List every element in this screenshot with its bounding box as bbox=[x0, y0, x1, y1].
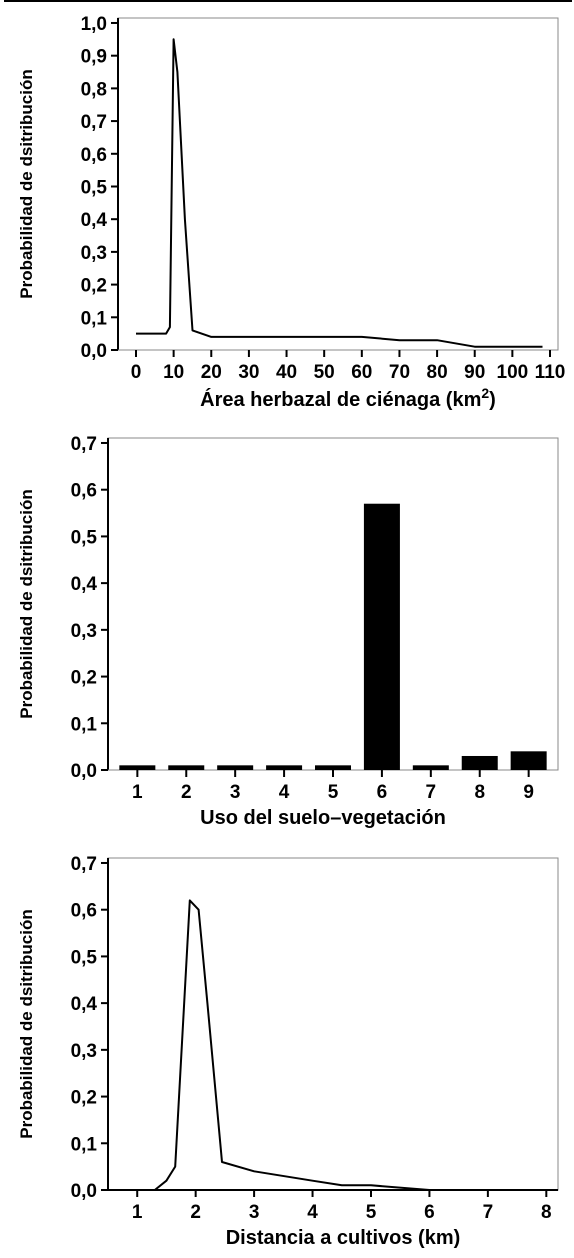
y-tick-label: 0,3 bbox=[71, 1041, 97, 1062]
y-tick-label: 0,5 bbox=[71, 527, 98, 548]
bar-1 bbox=[119, 765, 156, 770]
x-tick-label: 3 bbox=[249, 1202, 260, 1223]
x-tick-label: 4 bbox=[279, 782, 290, 803]
y-tick-label: 0,1 bbox=[81, 308, 108, 329]
y-tick-label: 0,6 bbox=[81, 145, 107, 166]
series-line bbox=[137, 899, 488, 1191]
x-tick-label: 70 bbox=[389, 362, 410, 383]
x-tick-label: 5 bbox=[328, 782, 339, 803]
chart-uso-suelo: 0,0 0,1 0,2 0,3 0,4 0,5 0,6 0,7 Probabilidad de … bbox=[17, 434, 559, 829]
y-tick-label: 0,3 bbox=[71, 621, 97, 642]
y-tick-label: 0,8 bbox=[81, 79, 107, 100]
y-tick-label: 0,0 bbox=[71, 1181, 97, 1202]
y-tick-label: 0,7 bbox=[81, 112, 107, 133]
plot-frame bbox=[107, 857, 559, 1191]
y-tick-label: 0,4 bbox=[81, 210, 108, 231]
x-tick-label: 90 bbox=[464, 362, 485, 383]
plot-frame bbox=[107, 437, 559, 771]
x-axis-title-end: ) bbox=[489, 389, 496, 411]
x-tick-label: 2 bbox=[190, 1202, 201, 1223]
x-tick-label: 1 bbox=[132, 782, 143, 803]
bar-5 bbox=[315, 765, 351, 770]
y-tick-label: 0,6 bbox=[71, 481, 97, 502]
x-tick-label: 1 bbox=[132, 1202, 143, 1223]
bar-3 bbox=[217, 765, 254, 770]
top-rule bbox=[4, 0, 572, 2]
x-tick-label: 40 bbox=[276, 362, 297, 383]
bar-2 bbox=[168, 765, 205, 770]
y-axis-title: Probabilidad de dsitribución bbox=[17, 489, 36, 719]
x-tick-label: 110 bbox=[535, 362, 566, 383]
x-axis-title: Distancia a cultivos (km) bbox=[226, 1227, 461, 1249]
y-tick-label: 0,2 bbox=[71, 668, 97, 689]
y-tick-label: 0,9 bbox=[81, 47, 107, 68]
x-tick-label: 50 bbox=[314, 362, 335, 383]
x-tick-label: 10 bbox=[163, 362, 184, 383]
y-axis-title: Probabilidad de dsitribución bbox=[17, 909, 36, 1139]
x-tick-label: 6 bbox=[377, 782, 388, 803]
x-tick-label: 20 bbox=[201, 362, 222, 383]
x-axis-title: Área herbazal de ciénaga (km2) bbox=[200, 385, 496, 411]
y-tick-label: 0,6 bbox=[71, 901, 97, 922]
x-tick-label: 2 bbox=[181, 782, 192, 803]
x-tick-label: 8 bbox=[541, 1202, 552, 1223]
x-tick-label: 3 bbox=[230, 782, 241, 803]
x-tick-label: 100 bbox=[497, 362, 529, 383]
x-tick-label: 4 bbox=[307, 1202, 318, 1223]
y-tick-label: 0,2 bbox=[71, 1088, 97, 1109]
x-tick-label: 30 bbox=[238, 362, 259, 383]
series-line bbox=[136, 38, 543, 348]
y-tick-label: 0,4 bbox=[71, 994, 98, 1015]
bar-8 bbox=[461, 755, 498, 770]
x-tick-label: 60 bbox=[351, 362, 372, 383]
bar-4 bbox=[266, 765, 303, 770]
y-tick-label: 0,0 bbox=[81, 341, 107, 362]
x-axis-title-sup: 2 bbox=[481, 385, 489, 401]
y-tick-label: 1,0 bbox=[81, 14, 107, 35]
y-tick-label: 0,3 bbox=[81, 243, 107, 264]
bar-7 bbox=[412, 765, 449, 770]
bar-6 bbox=[363, 503, 400, 770]
x-axis-title: Uso del suelo–vegetación bbox=[200, 807, 446, 829]
x-tick-label: 5 bbox=[366, 1202, 377, 1223]
y-tick-label: 0,5 bbox=[81, 177, 108, 198]
x-tick-label: 7 bbox=[426, 782, 437, 803]
x-tick-label: 8 bbox=[474, 782, 485, 803]
y-tick-label: 0,0 bbox=[71, 761, 97, 782]
x-axis-title-main: Área herbazal de ciénaga (km bbox=[200, 388, 481, 411]
chart-distancia-cultivos: 0,0 0,1 0,2 0,3 0,4 0,5 0,6 0,7 Probabilidad de … bbox=[17, 854, 559, 1249]
y-tick-label: 0,5 bbox=[71, 947, 98, 968]
x-tick-label: 80 bbox=[427, 362, 448, 383]
chart-area-herbazal: 0,0 0,1 0,2 0,3 0,4 0,5 0,6 0,7 0,8 0,9 1,0 Probabi… bbox=[17, 14, 566, 411]
x-tick-label: 0 bbox=[131, 362, 142, 383]
y-tick-label: 0,2 bbox=[81, 276, 107, 297]
y-tick-label: 0,7 bbox=[71, 434, 97, 455]
bar-9 bbox=[510, 751, 547, 770]
y-axis-title: Probabilidad de dsitribución bbox=[17, 69, 36, 299]
y-tick-label: 0,4 bbox=[71, 574, 98, 595]
x-tick-label: 7 bbox=[483, 1202, 494, 1223]
y-tick-label: 0,1 bbox=[71, 1134, 98, 1155]
y-tick-label: 0,1 bbox=[71, 714, 98, 735]
x-tick-label: 6 bbox=[424, 1202, 435, 1223]
y-tick-label: 0,7 bbox=[71, 854, 97, 875]
x-tick-label: 9 bbox=[523, 782, 534, 803]
